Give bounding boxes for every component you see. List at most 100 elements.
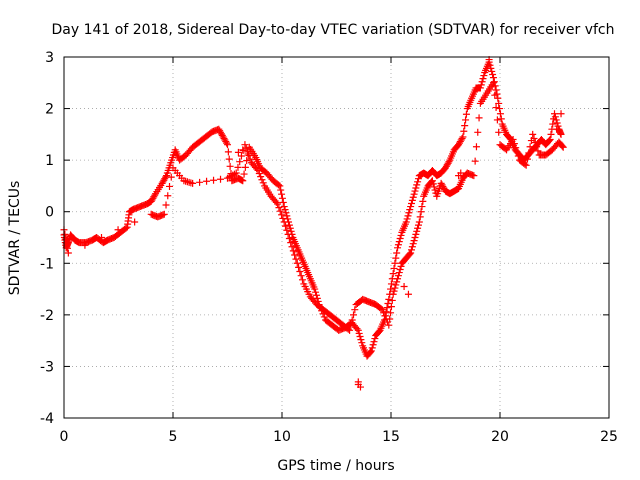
data-point-fill	[381, 312, 389, 320]
data-point-fill	[547, 130, 555, 138]
data-point-fill	[243, 157, 251, 165]
data-point	[385, 321, 393, 329]
data-point-fill	[458, 134, 466, 142]
data-point-fill	[275, 204, 283, 212]
data-point	[254, 166, 262, 174]
data-point	[411, 234, 419, 241]
data-point-fill	[196, 178, 204, 186]
data-point	[287, 239, 295, 247]
data-point-fill	[526, 143, 534, 151]
data-point-fill	[259, 179, 267, 187]
data-point-fill	[405, 209, 413, 217]
data-point	[385, 295, 393, 303]
data-point-fill	[285, 235, 293, 243]
data-point-fill	[554, 122, 562, 130]
data-point-fill	[275, 181, 283, 189]
data-point	[529, 130, 537, 138]
y-tick-label: 0	[45, 205, 54, 221]
data-point-fill	[369, 341, 377, 349]
data-point	[239, 177, 247, 185]
data-point-fill	[429, 180, 437, 188]
data-point-fill	[387, 280, 395, 288]
data-point	[407, 203, 415, 211]
data-point-fill	[279, 214, 287, 222]
data-point-fill	[496, 110, 504, 118]
data-point-fill	[371, 335, 379, 343]
data-point-fill	[477, 81, 485, 89]
data-point	[546, 136, 554, 144]
x-tick-label: 25	[600, 429, 618, 445]
data-point	[509, 136, 517, 144]
data-point-fill	[283, 226, 291, 234]
x-axis: 0 5 10 15 20 25	[60, 57, 618, 445]
data-point-fill	[320, 313, 328, 321]
data-point-fill	[210, 176, 218, 184]
data-point	[239, 146, 247, 154]
data-point-fill	[461, 122, 469, 130]
data-point-fill	[495, 128, 503, 136]
data-point	[311, 285, 319, 293]
data-point-fill	[397, 231, 405, 239]
y-tick-label: -1	[40, 256, 54, 272]
y-tick-label: -2	[40, 308, 54, 324]
data-point-fill	[531, 139, 539, 147]
data-point-fill	[392, 281, 400, 289]
data-point-fill	[312, 291, 320, 299]
series-vfch-branch	[60, 79, 567, 334]
data-point-fill	[387, 309, 395, 317]
data-point-fill	[236, 158, 244, 166]
data-point-fill	[394, 241, 402, 249]
grid-lines	[64, 57, 609, 418]
data-point-fill	[496, 105, 504, 113]
data-point-fill	[413, 227, 421, 235]
data-point-fill	[390, 264, 398, 272]
plot-frame	[63, 56, 610, 419]
data-point-fill	[406, 250, 414, 258]
data-point-fill	[350, 311, 358, 319]
data-point	[411, 187, 419, 195]
data-point-fill	[278, 211, 286, 219]
data-point-fill	[297, 272, 305, 280]
data-point	[280, 218, 288, 226]
data-point-fill	[281, 222, 289, 230]
data-point-fill	[474, 128, 482, 136]
data-point	[553, 125, 561, 133]
data-point	[293, 259, 301, 267]
data-point-fill	[351, 306, 359, 314]
data-point	[407, 249, 415, 257]
data-point-fill	[377, 305, 385, 313]
data-point-fill	[370, 338, 378, 346]
data-point-fill	[393, 249, 401, 257]
data-point-fill	[460, 127, 468, 135]
data-point-fill	[203, 177, 211, 185]
data-point-fill	[226, 162, 234, 170]
y-axis: -4 -3 -2 -1 0 1 2 3	[40, 50, 609, 427]
data-point-fill	[296, 268, 304, 276]
data-point-fill	[380, 309, 388, 317]
data-point-fill	[114, 226, 122, 234]
data-point-fill	[242, 144, 250, 152]
data-point-fill	[472, 143, 480, 151]
data-point	[394, 244, 402, 252]
data-point-fill	[487, 64, 495, 72]
data-point-fill	[478, 78, 486, 86]
series-vfch-outliers	[234, 56, 565, 391]
data-point-fill	[244, 148, 252, 156]
data-point-fill	[278, 190, 286, 198]
data-point	[494, 94, 502, 102]
data-point	[189, 179, 197, 187]
data-point-fill	[408, 243, 416, 251]
data-point	[378, 306, 386, 314]
data-point-fill	[395, 238, 403, 246]
data-point-fill	[431, 186, 439, 194]
data-point-fill	[367, 348, 375, 356]
data-point-fill	[495, 99, 503, 107]
data-point-fill	[348, 316, 356, 324]
data-point-fill	[396, 235, 404, 243]
data-point-fill	[489, 71, 497, 79]
data-point-fill	[298, 276, 306, 284]
x-tick-label: 20	[491, 429, 509, 445]
data-point-fill	[289, 247, 297, 255]
data-point-fill	[403, 215, 411, 223]
y-tick-label: -3	[40, 359, 54, 375]
